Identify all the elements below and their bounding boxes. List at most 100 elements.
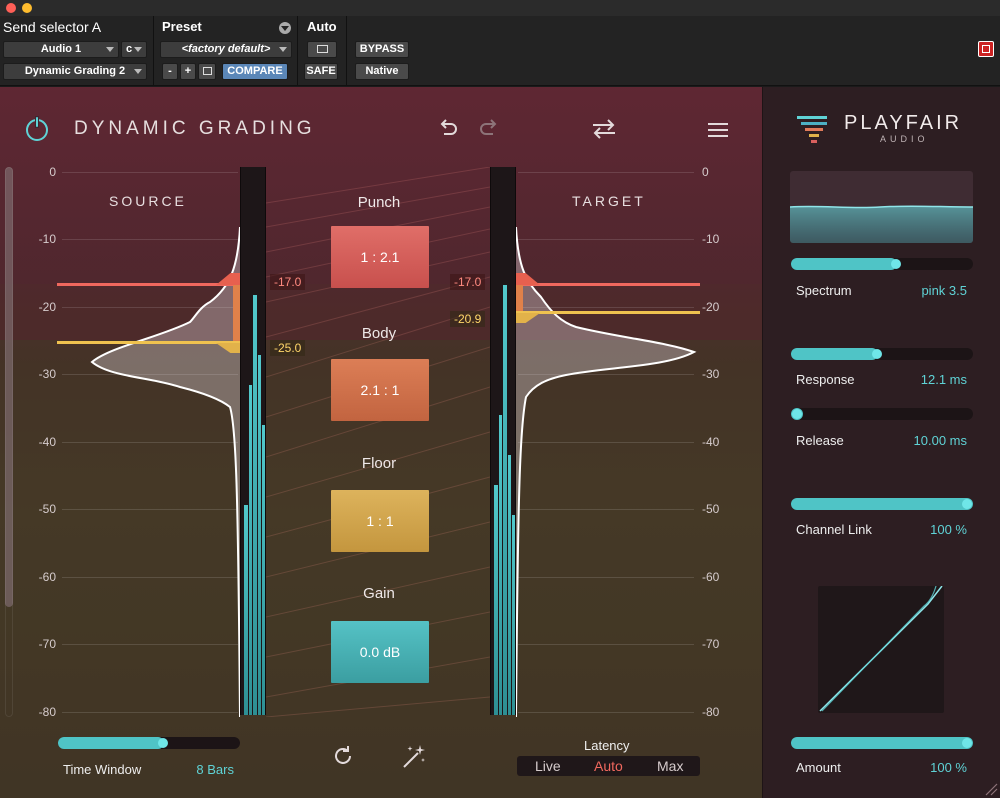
amount-label: Amount <box>796 760 841 775</box>
reset-icon[interactable] <box>332 745 354 767</box>
target-low-value[interactable]: -20.9 <box>450 311 486 327</box>
gain-label: Gain <box>363 585 395 602</box>
scrollbar[interactable] <box>5 167 13 607</box>
target-low-threshold[interactable] <box>516 311 700 314</box>
spectrum-display <box>790 171 973 243</box>
amount-knob[interactable] <box>962 738 972 748</box>
brand-sub: AUDIO <box>880 134 929 144</box>
target-histogram <box>516 227 697 717</box>
punch-label: Punch <box>357 194 401 211</box>
time-window-knob[interactable] <box>157 738 168 748</box>
floor-label: Floor <box>361 455 397 472</box>
redo-icon[interactable] <box>478 119 500 139</box>
scrollbar-track <box>5 167 13 717</box>
time-window-label: Time Window <box>63 762 142 777</box>
menu-icon[interactable] <box>707 122 729 138</box>
preset-menu-icon[interactable] <box>279 22 291 34</box>
window-titlebar <box>0 0 1000 16</box>
source-mid-body <box>233 285 240 341</box>
spectrum-label: Spectrum <box>796 283 852 298</box>
amount-slider[interactable] <box>791 737 973 749</box>
latency-max-option[interactable]: Max <box>657 758 684 774</box>
source-label: SOURCE <box>109 193 187 209</box>
body-label: Body <box>361 325 397 342</box>
transfer-curve-display <box>818 585 944 713</box>
body-ratio-control[interactable]: 2.1 : 1 <box>331 359 429 421</box>
latency-selector: Live Auto Max <box>517 756 700 776</box>
floor-ratio-control[interactable]: 1 : 1 <box>331 490 429 552</box>
swap-icon[interactable] <box>591 118 617 140</box>
channel-link-label: Channel Link <box>796 522 872 537</box>
copy-icon <box>203 67 212 75</box>
punch-ratio-control[interactable]: 1 : 2.1 <box>331 226 429 288</box>
time-window-value[interactable]: 8 Bars <box>196 762 234 777</box>
copy-settings-button[interactable] <box>198 63 216 80</box>
resize-handle-icon[interactable] <box>984 782 998 796</box>
time-window-slider[interactable] <box>58 737 240 749</box>
preset-previous-button[interactable]: - <box>162 63 178 80</box>
channel-selector[interactable]: c <box>121 41 147 58</box>
amount-value[interactable]: 100 % <box>930 760 967 775</box>
insert-selector[interactable]: Dynamic Grading 2 <box>3 63 147 80</box>
release-value[interactable]: 10.00 ms <box>913 433 967 448</box>
auto-label: Auto <box>307 19 337 34</box>
target-mid-body <box>516 285 523 311</box>
latency-live-option[interactable]: Live <box>535 758 561 774</box>
automation-icon <box>317 45 328 53</box>
track-selector[interactable]: Audio 1 <box>3 41 119 58</box>
spectrum-fill <box>791 258 897 270</box>
plugin-title: DYNAMIC GRADING <box>74 118 316 139</box>
automation-window-button[interactable] <box>307 41 337 58</box>
host-plugin-header: Send selector A Audio 1 c Dynamic Gradin… <box>0 16 1000 86</box>
latency-auto-option[interactable]: Auto <box>594 758 623 774</box>
safe-button[interactable]: SAFE <box>304 63 338 80</box>
target-level-meter <box>490 167 516 715</box>
source-high-threshold[interactable] <box>57 283 240 286</box>
gain-control[interactable]: 0.0 dB <box>331 621 429 683</box>
preset-next-button[interactable]: + <box>180 63 196 80</box>
plugin-window: DYNAMIC GRADING 0 -10 -20 -30 -40 -50 <box>0 87 1000 798</box>
source-histogram <box>90 227 240 717</box>
response-label: Response <box>796 372 855 387</box>
release-slider[interactable] <box>791 408 973 420</box>
target-high-threshold[interactable] <box>516 283 700 286</box>
source-high-value[interactable]: -17.0 <box>270 274 306 290</box>
time-window-fill <box>58 737 164 749</box>
response-fill <box>791 348 879 360</box>
minimize-window-icon[interactable] <box>22 3 32 13</box>
close-window-icon[interactable] <box>6 3 16 13</box>
bypass-button[interactable]: BYPASS <box>355 41 409 58</box>
magic-wand-icon[interactable] <box>402 743 428 769</box>
playfair-logo-icon <box>797 116 827 143</box>
channel-link-slider[interactable] <box>791 498 973 510</box>
amount-fill <box>791 737 973 749</box>
response-knob[interactable] <box>872 349 883 359</box>
channel-link-fill <box>791 498 973 510</box>
brand-name: PLAYFAIR <box>844 112 963 134</box>
preset-selector[interactable]: <factory default> <box>160 41 292 58</box>
latency-label: Latency <box>584 738 630 753</box>
preset-label: Preset <box>162 19 202 34</box>
target-label: TARGET <box>572 193 646 209</box>
source-low-threshold[interactable] <box>57 341 240 344</box>
undo-icon[interactable] <box>437 119 459 139</box>
target-button-icon[interactable] <box>978 41 994 57</box>
channel-link-value[interactable]: 100 % <box>930 522 967 537</box>
send-selector[interactable]: Send selector A <box>3 19 102 35</box>
source-level-meter <box>240 167 266 715</box>
compare-button[interactable]: COMPARE <box>222 63 288 80</box>
spectrum-knob[interactable] <box>890 259 901 269</box>
source-low-knee <box>216 343 240 353</box>
target-low-knee <box>516 313 540 323</box>
release-label: Release <box>796 433 844 448</box>
native-button[interactable]: Native <box>355 63 409 80</box>
spectrum-slider[interactable] <box>791 258 973 270</box>
power-icon[interactable] <box>26 116 48 141</box>
response-slider[interactable] <box>791 348 973 360</box>
response-value[interactable]: 12.1 ms <box>920 372 967 387</box>
spectrum-value[interactable]: pink 3.5 <box>921 283 967 298</box>
channel-link-knob[interactable] <box>962 499 972 509</box>
source-low-value[interactable]: -25.0 <box>270 340 306 356</box>
release-knob[interactable] <box>792 409 802 419</box>
target-high-value[interactable]: -17.0 <box>450 274 486 290</box>
